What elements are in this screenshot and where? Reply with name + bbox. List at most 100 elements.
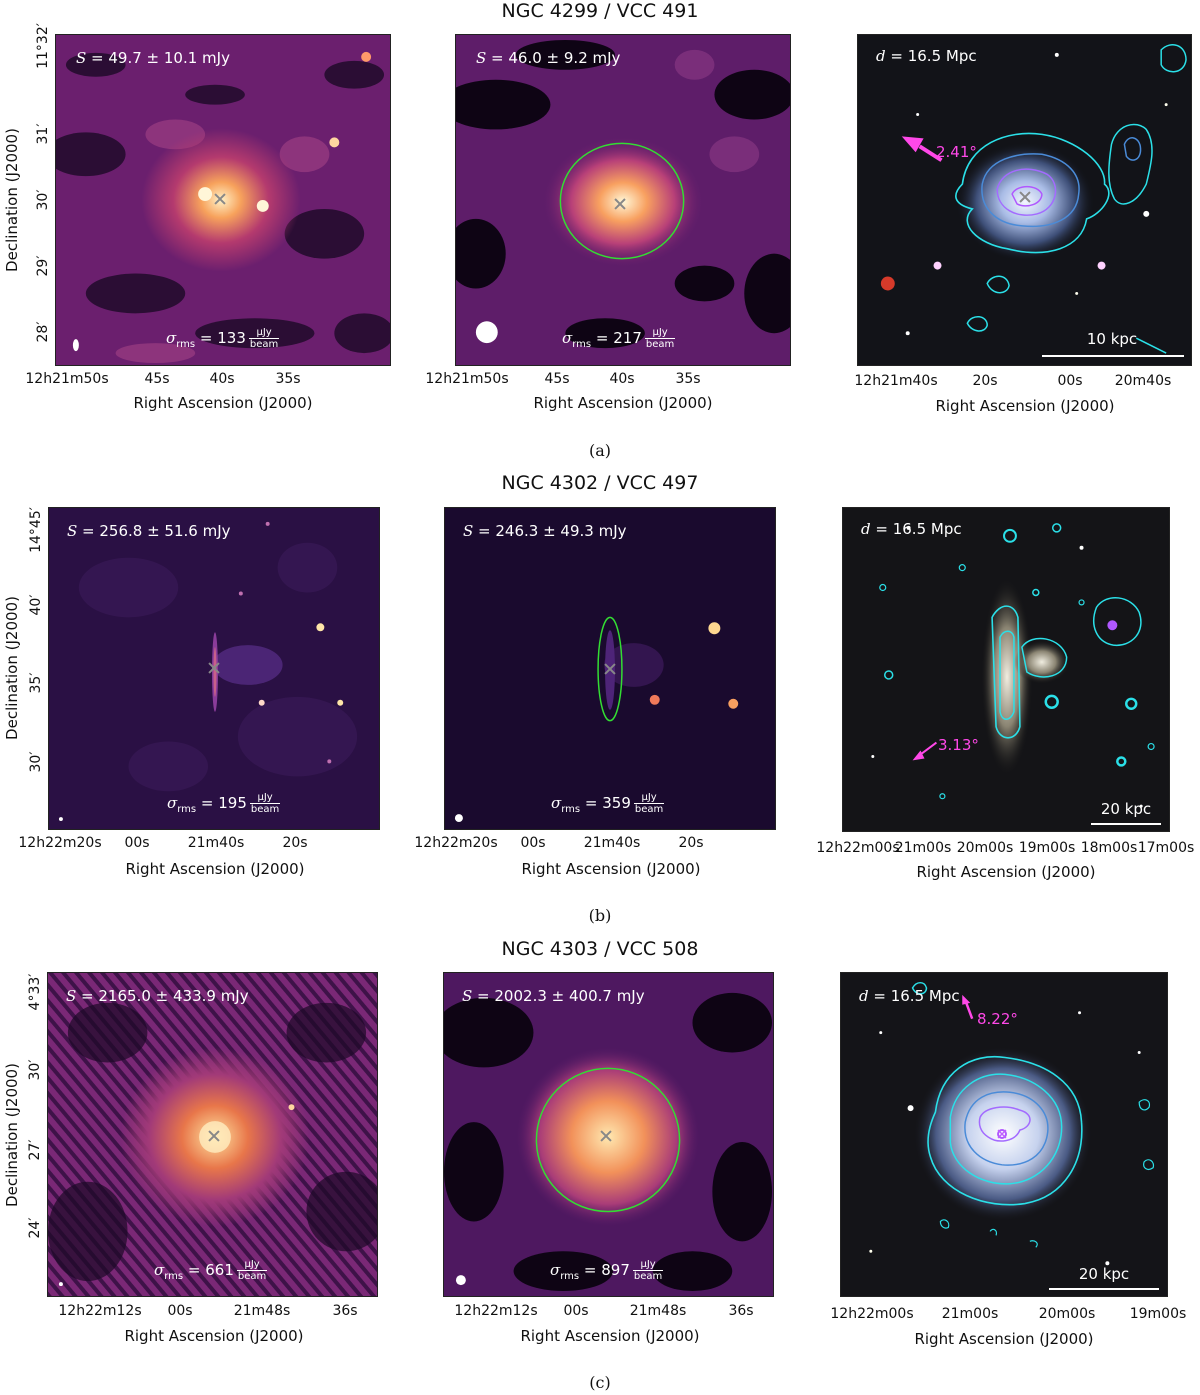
x-tick: 20s (282, 835, 308, 851)
x-tick: 21m48s (629, 1303, 687, 1319)
x-tick: 12h21m40s (854, 373, 938, 389)
x-tick: 18m00s (1080, 840, 1138, 856)
x-tick: 21m40s (187, 835, 245, 851)
radio-map-image (456, 35, 790, 365)
x-tick: 12h22m00s (816, 840, 900, 856)
y-tick: 30′ (35, 189, 51, 211)
x-axis-label: Right Ascension (J2000) (124, 1327, 304, 1345)
x-tick: 20m40s (1114, 373, 1172, 389)
x-tick: 36s (728, 1303, 754, 1319)
x-tick: 12h21m50s (25, 371, 109, 387)
x-tick: 21m48s (233, 1303, 291, 1319)
x-tick: 35s (275, 371, 301, 387)
scale-bar-label: 20 kpc (1100, 800, 1152, 818)
y-tick: 11°32′ (35, 23, 51, 69)
distance-label: d = 16.5 Mpc (861, 520, 962, 538)
x-axis-label: Right Ascension (J2000) (916, 863, 1096, 881)
caption-b: (b) (588, 906, 612, 925)
x-tick: 17m00s (1137, 840, 1195, 856)
y-tick: 24′ (27, 1217, 43, 1239)
y-tick: 4°33′ (27, 973, 43, 1011)
scale-bar-label: 20 kpc (1078, 1265, 1130, 1283)
x-tick: 00s (520, 835, 546, 851)
y-axis-label: Declination (J2000) (3, 1063, 21, 1207)
x-tick: 40s (609, 371, 635, 387)
flux-label: S = 2002.3 ± 400.7 mJy (462, 987, 645, 1005)
scale-bar-label: 10 kpc (1086, 330, 1138, 348)
y-axis-label: Declination (J2000) (3, 128, 21, 272)
arrow-angle-label: 2.41° (936, 143, 977, 161)
flux-label: S = 2165.0 ± 433.9 mJy (66, 987, 249, 1005)
row-a-title: NGC 4299 / VCC 491 (501, 0, 699, 22)
x-tick: 45s (144, 371, 170, 387)
radio-map-image (49, 508, 379, 829)
row-c-right-panel: d = 16.5 Mpc 8.22° 20 kpc (840, 972, 1168, 1297)
x-axis-label: Right Ascension (J2000) (935, 397, 1115, 415)
y-tick: 35′ (28, 672, 44, 694)
row-b-title: NGC 4302 / VCC 497 (501, 472, 699, 494)
x-tick: 19m00s (1129, 1306, 1187, 1322)
y-tick: 28′ (35, 321, 51, 343)
caption-a: (a) (588, 441, 612, 460)
caption-c: (c) (589, 1373, 611, 1392)
x-tick: 45s (544, 371, 570, 387)
rms-label: σrms = 217 μJy beam (562, 327, 676, 350)
flux-label: S = 46.0 ± 9.2 mJy (476, 49, 621, 67)
y-tick: 31′ (35, 123, 51, 145)
radio-map-image (444, 973, 773, 1296)
row-b-mid-panel: S = 246.3 ± 49.3 mJy σrms = 359 μJy beam (444, 507, 776, 830)
flux-label: S = 256.8 ± 51.6 mJy (67, 522, 231, 540)
y-tick: 30′ (28, 751, 44, 773)
y-tick: 29′ (35, 255, 51, 277)
radio-map-image (445, 508, 775, 829)
x-tick: 21m00s (894, 840, 952, 856)
x-axis-label: Right Ascension (J2000) (533, 394, 713, 412)
y-axis-label: Declination (J2000) (3, 596, 21, 740)
optical-image (843, 508, 1169, 831)
x-tick: 12h22m20s (414, 835, 498, 851)
x-tick: 12h21m50s (425, 371, 509, 387)
x-tick: 00s (1057, 373, 1083, 389)
y-tick: 14°45′ (28, 507, 44, 553)
x-axis-label: Right Ascension (J2000) (521, 860, 701, 878)
arrow-angle-label: 8.22° (977, 1010, 1018, 1028)
x-tick: 21m00s (941, 1306, 999, 1322)
x-tick: 12h22m12s (58, 1303, 142, 1319)
x-axis-label: Right Ascension (J2000) (520, 1327, 700, 1345)
x-axis-label: Right Ascension (J2000) (125, 860, 305, 878)
rms-label: σrms = 897 μJy beam (550, 1259, 664, 1282)
scale-bar (1042, 355, 1184, 357)
flux-label: S = 246.3 ± 49.3 mJy (463, 522, 627, 540)
x-tick: 20m00s (1038, 1306, 1096, 1322)
optical-image (841, 973, 1167, 1296)
row-a-right-panel: d = 16.5 Mpc 2.41° 10 kpc (857, 34, 1192, 366)
x-tick: 00s (563, 1303, 589, 1319)
x-tick: 35s (675, 371, 701, 387)
x-tick: 36s (332, 1303, 358, 1319)
scale-bar (1091, 823, 1161, 825)
radio-map-image (56, 35, 390, 365)
x-tick: 12h22m00s (830, 1306, 914, 1322)
arrow-angle-label: 3.13° (938, 736, 979, 754)
row-a-left-panel: S = 49.7 ± 10.1 mJy σrms = 133 μJy beam (55, 34, 391, 366)
row-b-right-panel: d = 16.5 Mpc 3.13° 20 kpc (842, 507, 1170, 832)
optical-image (858, 35, 1191, 365)
x-tick: 21m40s (583, 835, 641, 851)
x-tick: 20s (972, 373, 998, 389)
x-axis-label: Right Ascension (J2000) (914, 1330, 1094, 1348)
row-c-mid-panel: S = 2002.3 ± 400.7 mJy σrms = 897 μJy beam (443, 972, 774, 1297)
radio-map-image (48, 973, 377, 1296)
row-b-left-panel: S = 256.8 ± 51.6 mJy σrms = 195 μJy beam (48, 507, 380, 830)
x-tick: 12h22m12s (454, 1303, 538, 1319)
flux-label: S = 49.7 ± 10.1 mJy (76, 49, 230, 67)
rms-label: σrms = 661 μJy beam (154, 1259, 268, 1282)
x-tick: 00s (167, 1303, 193, 1319)
x-tick: 12h22m20s (18, 835, 102, 851)
x-tick: 20s (678, 835, 704, 851)
y-tick: 30′ (27, 1059, 43, 1081)
distance-label: d = 16.5 Mpc (876, 47, 977, 65)
rms-label: σrms = 359 μJy beam (551, 792, 665, 815)
rms-label: σrms = 195 μJy beam (167, 792, 281, 815)
row-c-title: NGC 4303 / VCC 508 (501, 938, 699, 960)
x-axis-label: Right Ascension (J2000) (133, 394, 313, 412)
